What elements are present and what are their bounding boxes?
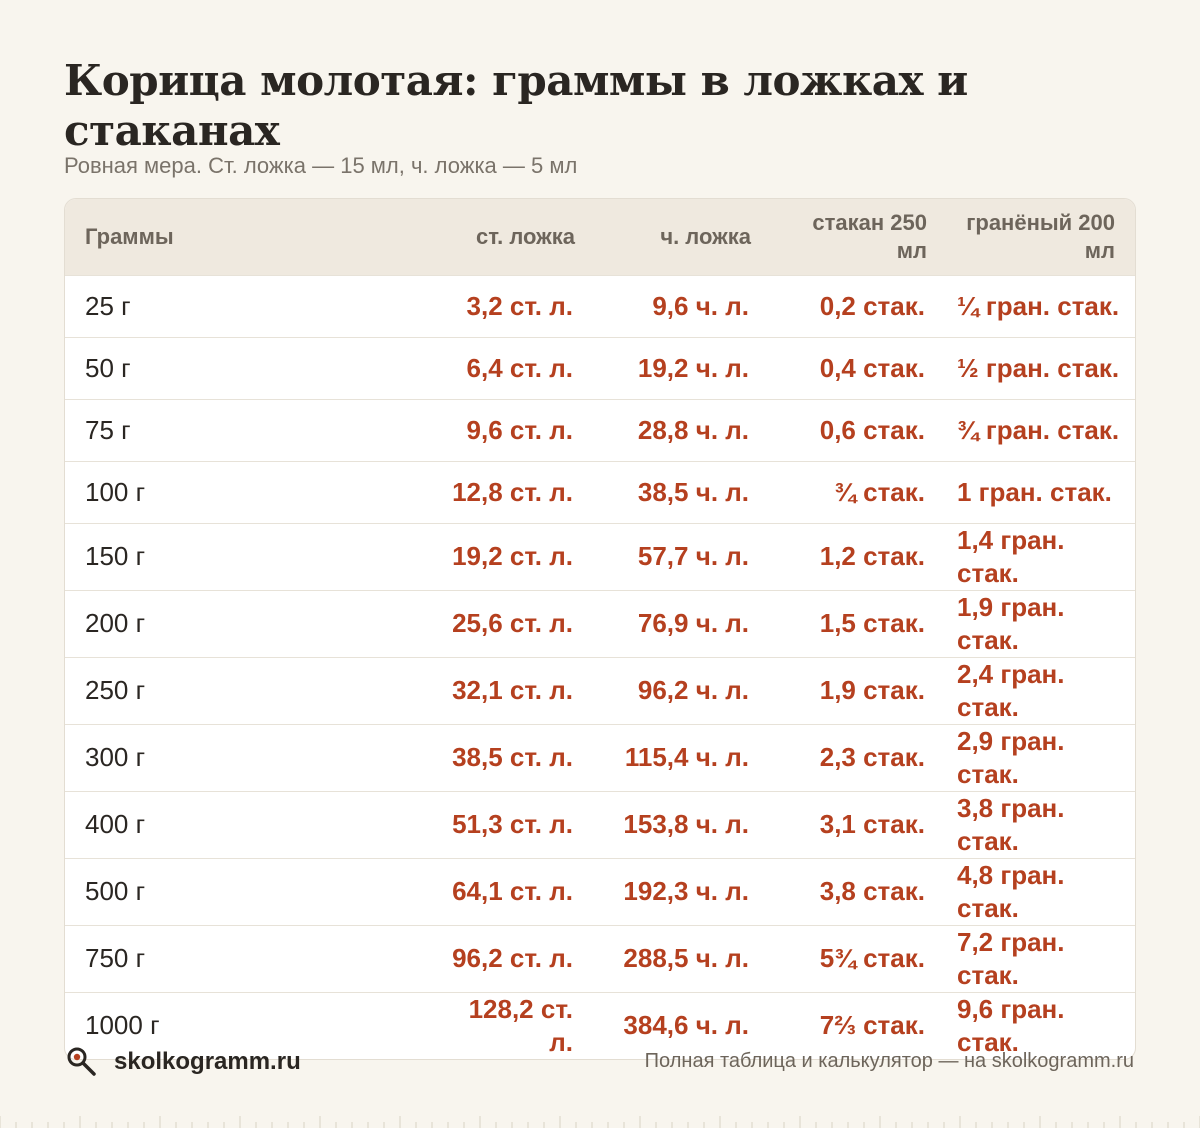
table-row: 50 г 6,4 ст. л. 19,2 ч. л. 0,4 стак. ½ гран.… bbox=[65, 337, 1135, 399]
cell-teaspoons: 192,3 ч. л. bbox=[623, 876, 749, 906]
cell-tablespoons: 51,3 ст. л. bbox=[452, 809, 573, 839]
cell-grams: 50 г bbox=[85, 352, 131, 383]
cell-faceted-glass-200: ¾ гран. стак. bbox=[957, 414, 1120, 445]
table-row: 300 г 38,5 ст. л. 115,4 ч. л. 2,3 стак. 2,9 … bbox=[65, 724, 1135, 791]
cell-glass-250: 1,2 стак. bbox=[819, 541, 925, 571]
table-row: 500 г 64,1 ст. л. 192,3 ч. л. 3,8 стак. 4,8 … bbox=[65, 858, 1135, 925]
cell-glass-250: 7⅔ стак. bbox=[819, 1010, 925, 1040]
table-row: 750 г 96,2 ст. л. 288,5 ч. л. 5¾ стак. 7,2 г… bbox=[65, 925, 1135, 992]
cell-tablespoons: 9,6 ст. л. bbox=[466, 414, 573, 445]
conversion-table: Граммы ст. ложка ч. ложка стакан 250 мл … bbox=[64, 198, 1136, 1060]
cell-teaspoons: 38,5 ч. л. bbox=[637, 476, 749, 507]
cell-glass-250: ¾ стак. bbox=[834, 476, 925, 507]
cell-teaspoons: 153,8 ч. л. bbox=[623, 809, 749, 839]
cell-grams: 750 г bbox=[85, 943, 146, 973]
table-row: 400 г 51,3 ст. л. 153,8 ч. л. 3,1 стак. 3,8 … bbox=[65, 791, 1135, 858]
cell-faceted-glass-200: 7,2 гран. стак. bbox=[957, 926, 1065, 990]
cell-glass-250: 0,6 стак. bbox=[819, 414, 925, 445]
cell-tablespoons: 64,1 ст. л. bbox=[452, 876, 573, 906]
cell-glass-250: 1,5 стак. bbox=[819, 608, 925, 638]
cell-teaspoons: 9,6 ч. л. bbox=[652, 290, 749, 321]
cell-grams: 100 г bbox=[85, 476, 146, 507]
cell-glass-250: 1,9 стак. bbox=[819, 675, 925, 705]
page-title: Корица молотая: граммы в ложках и стакан… bbox=[64, 56, 968, 155]
cell-grams: 200 г bbox=[85, 608, 146, 638]
cell-faceted-glass-200: 3,8 гран. стак. bbox=[957, 792, 1065, 856]
cell-glass-250: 2,3 стак. bbox=[819, 742, 925, 772]
cell-grams: 25 г bbox=[85, 290, 131, 321]
cell-faceted-glass-200: 2,4 гран. стак. bbox=[957, 658, 1065, 722]
page-subtitle: Ровная мера. Ст. ложка — 15 мл, ч. ложка… bbox=[64, 153, 578, 178]
column-header-faceted-glass-200: гранёный 200 мл bbox=[966, 209, 1115, 263]
cell-glass-250: 3,1 стак. bbox=[819, 809, 925, 839]
cell-grams: 500 г bbox=[85, 876, 146, 906]
column-header-tablespoon: ст. ложка bbox=[476, 223, 575, 249]
cell-glass-250: 5¾ стак. bbox=[819, 943, 925, 973]
cell-tablespoons: 12,8 ст. л. bbox=[452, 476, 573, 507]
cell-faceted-glass-200: 2,9 гран. стак. bbox=[957, 725, 1065, 789]
table-row: 1000 г 128,2 ст. л. 384,6 ч. л. 7⅔ стак. 9,6… bbox=[65, 992, 1135, 1059]
cell-tablespoons: 96,2 ст. л. bbox=[452, 943, 573, 973]
table-row: 100 г 12,8 ст. л. 38,5 ч. л. ¾ стак. 1 гран.… bbox=[65, 461, 1135, 523]
cell-faceted-glass-200: ¼ гран. стак. bbox=[957, 290, 1120, 321]
column-header-grams: Граммы bbox=[85, 223, 174, 249]
cell-teaspoons: 19,2 ч. л. bbox=[637, 352, 749, 383]
cell-faceted-glass-200: ½ гран. стак. bbox=[957, 352, 1120, 383]
table-header-row: Граммы ст. ложка ч. ложка стакан 250 мл … bbox=[65, 199, 1135, 275]
cell-grams: 300 г bbox=[85, 742, 146, 772]
cell-teaspoons: 57,7 ч. л. bbox=[637, 541, 749, 571]
footer-brand[interactable]: skolkogramm.ru bbox=[64, 1044, 301, 1080]
cell-teaspoons: 96,2 ч. л. bbox=[637, 675, 749, 705]
cell-tablespoons: 38,5 ст. л. bbox=[452, 742, 573, 772]
cell-grams: 400 г bbox=[85, 809, 146, 839]
cell-faceted-glass-200: 4,8 гран. стак. bbox=[957, 859, 1065, 923]
cell-faceted-glass-200: 1,4 гран. стак. bbox=[957, 524, 1065, 588]
table-row: 200 г 25,6 ст. л. 76,9 ч. л. 1,5 стак. 1,9 г… bbox=[65, 590, 1135, 657]
cell-tablespoons: 32,1 ст. л. bbox=[452, 675, 573, 705]
cell-tablespoons: 128,2 ст. л. bbox=[468, 993, 573, 1057]
cell-tablespoons: 19,2 ст. л. bbox=[452, 541, 573, 571]
cell-faceted-glass-200: 9,6 гран. стак. bbox=[957, 993, 1065, 1057]
magnifier-icon bbox=[64, 1044, 100, 1080]
cell-glass-250: 0,4 стак. bbox=[819, 352, 925, 383]
cell-teaspoons: 76,9 ч. л. bbox=[637, 608, 749, 638]
table-row: 75 г 9,6 ст. л. 28,8 ч. л. 0,6 стак. ¾ гран.… bbox=[65, 399, 1135, 461]
cell-tablespoons: 25,6 ст. л. bbox=[452, 608, 573, 638]
cell-glass-250: 3,8 стак. bbox=[819, 876, 925, 906]
cell-grams: 150 г bbox=[85, 541, 146, 571]
cell-teaspoons: 115,4 ч. л. bbox=[624, 742, 749, 772]
cell-faceted-glass-200: 1 гран. стак. bbox=[957, 476, 1112, 507]
brand-name: skolkogramm.ru bbox=[114, 1048, 301, 1075]
cell-teaspoons: 288,5 ч. л. bbox=[623, 943, 749, 973]
cell-teaspoons: 384,6 ч. л. bbox=[623, 1010, 749, 1040]
column-header-teaspoon: ч. ложка bbox=[660, 223, 751, 249]
footer-note: Полная таблица и калькулятор — на skolko… bbox=[644, 1050, 1134, 1072]
column-header-glass-250: стакан 250 мл bbox=[812, 209, 927, 263]
table-row: 250 г 32,1 ст. л. 96,2 ч. л. 1,9 стак. 2,4 г… bbox=[65, 657, 1135, 724]
cell-teaspoons: 28,8 ч. л. bbox=[637, 414, 749, 445]
ruler-decoration bbox=[0, 1116, 1200, 1128]
cell-glass-250: 0,2 стак. bbox=[819, 290, 925, 321]
cell-tablespoons: 3,2 ст. л. bbox=[466, 290, 573, 321]
cell-tablespoons: 6,4 ст. л. bbox=[466, 352, 573, 383]
cell-grams: 250 г bbox=[85, 675, 146, 705]
cell-grams: 75 г bbox=[85, 414, 131, 445]
table-row: 150 г 19,2 ст. л. 57,7 ч. л. 1,2 стак. 1,4 г… bbox=[65, 523, 1135, 590]
table-body: 25 г 3,2 ст. л. 9,6 ч. л. 0,2 стак. ¼ гран. … bbox=[65, 275, 1135, 1059]
cell-faceted-glass-200: 1,9 гран. стак. bbox=[957, 591, 1065, 655]
cell-grams: 1000 г bbox=[85, 1010, 160, 1040]
table-row: 25 г 3,2 ст. л. 9,6 ч. л. 0,2 стак. ¼ гран. … bbox=[65, 275, 1135, 337]
